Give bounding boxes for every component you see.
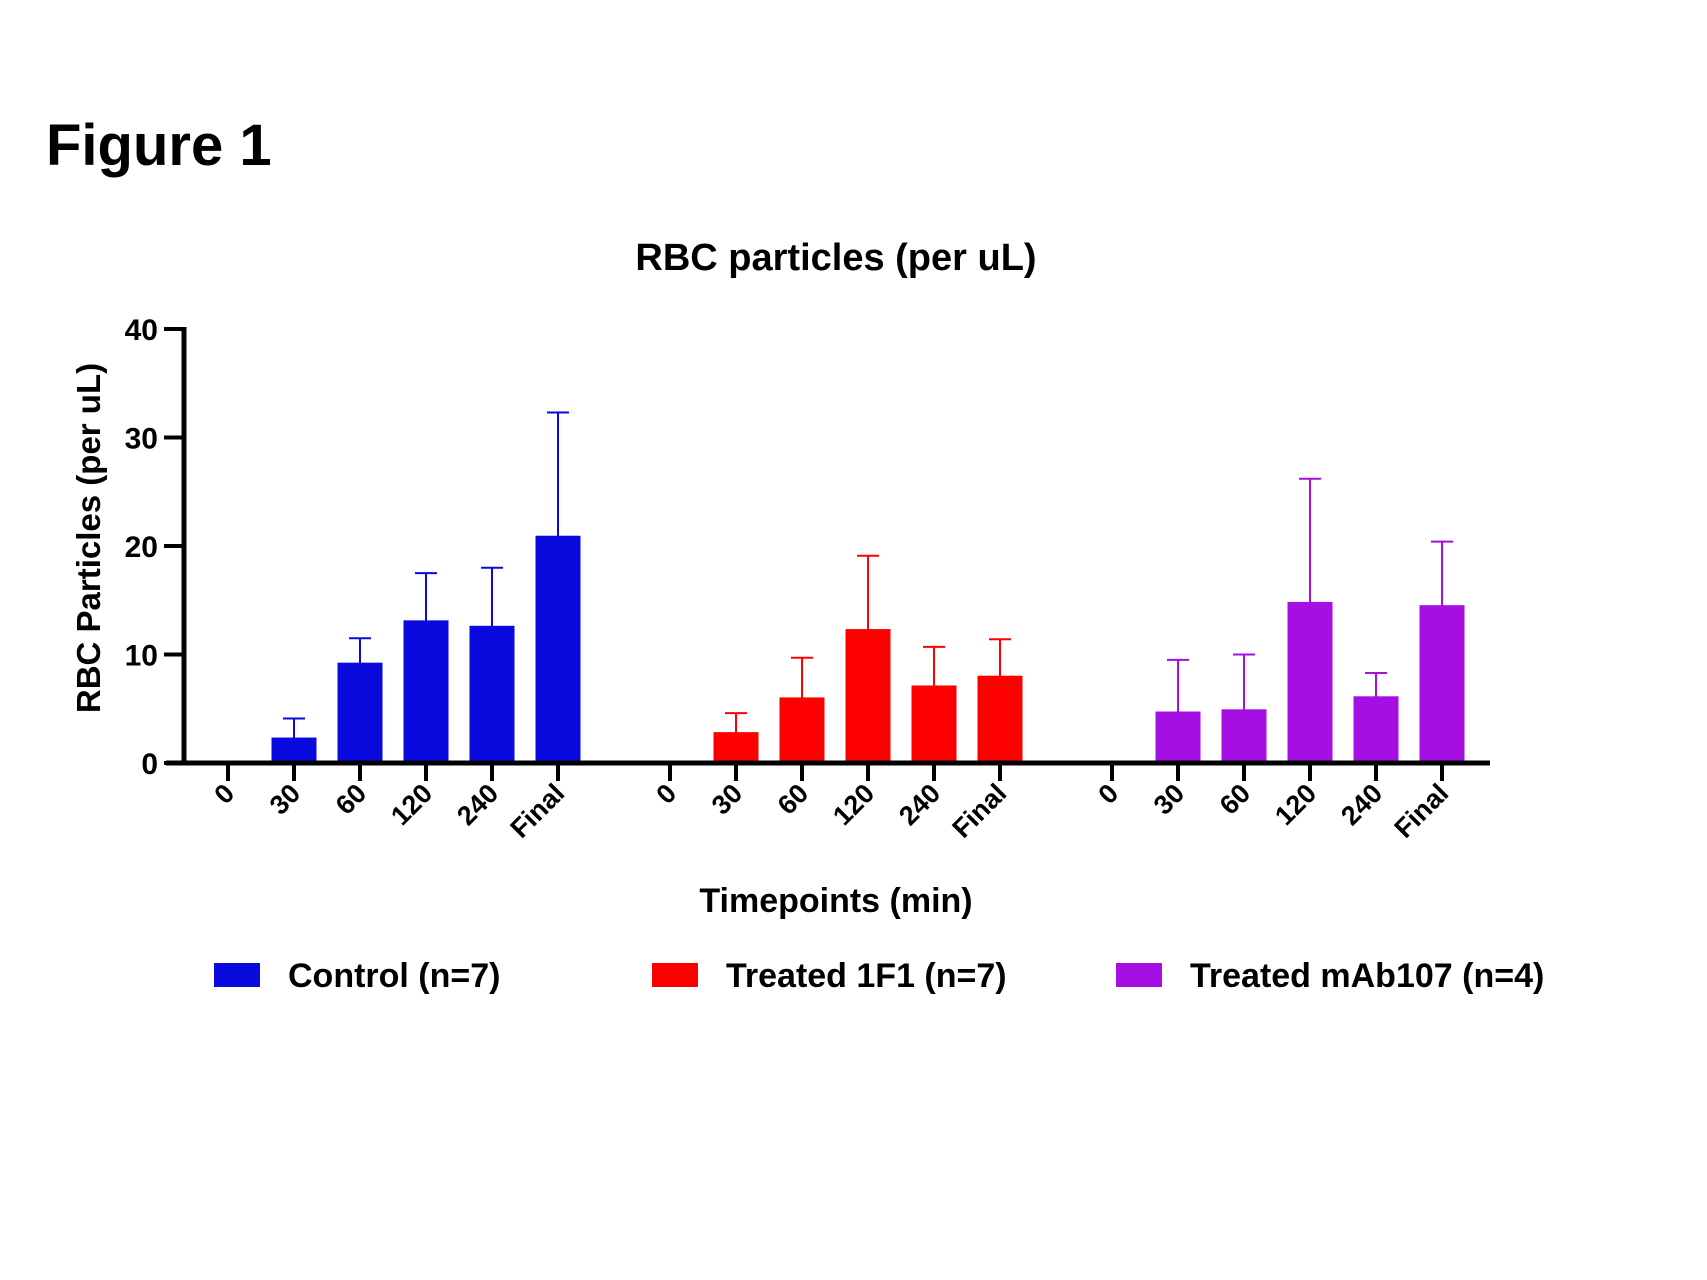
x-tick-label: 120 — [827, 778, 880, 831]
x-tick-label: 240 — [451, 778, 504, 831]
bars-layer — [271, 411, 1465, 764]
series-group — [1155, 477, 1465, 764]
y-tick-label: 40 — [125, 314, 158, 347]
y-tick-label: 30 — [125, 423, 158, 456]
x-tick-label: 0 — [208, 778, 240, 810]
x-tick-label: Final — [504, 778, 570, 844]
series-group — [271, 411, 581, 764]
x-tick-label: 240 — [893, 778, 946, 831]
x-tick-label: 60 — [772, 778, 814, 820]
series-group — [713, 554, 1023, 764]
legend: Control (n=7) Treated 1F1 (n=7) Treated mA… — [214, 957, 1544, 995]
figure-label: Figure 1 — [46, 113, 272, 178]
x-tick-label: 240 — [1335, 778, 1388, 831]
legend-label: Treated 1F1 (n=7) — [726, 957, 1007, 995]
y-tick-label: 0 — [141, 748, 158, 781]
x-tick-label: 120 — [1269, 778, 1322, 831]
legend-item: Treated mAb107 (n=4) — [1116, 957, 1544, 995]
x-tick-label: 0 — [650, 778, 682, 810]
legend-swatch — [214, 963, 260, 987]
legend-label: Control (n=7) — [288, 957, 500, 995]
legend-swatch — [652, 963, 698, 987]
legend-label: Treated mAb107 (n=4) — [1190, 957, 1544, 995]
x-tick-label: Final — [946, 778, 1012, 844]
legend-swatch — [1116, 963, 1162, 987]
x-tick-label: 0 — [1092, 778, 1124, 810]
legend-item: Treated 1F1 (n=7) — [652, 957, 1007, 995]
y-tick-label: 10 — [125, 640, 158, 673]
x-tick-label: 60 — [330, 778, 372, 820]
x-tick-label: Final — [1388, 778, 1454, 844]
x-axis-label: Timepoints (min) — [699, 882, 972, 920]
y-tick-label: 20 — [125, 531, 158, 564]
x-tick-label: 30 — [706, 778, 748, 820]
x-tick-label: 120 — [385, 778, 438, 831]
legend-item: Control (n=7) — [214, 957, 500, 995]
y-axis-label: RBC Particles (per uL) — [70, 363, 107, 713]
chart-title: RBC particles (per uL) — [635, 237, 1036, 279]
x-tick-label: 30 — [264, 778, 306, 820]
x-tick-label: 60 — [1214, 778, 1256, 820]
x-tick-label: 30 — [1148, 778, 1190, 820]
